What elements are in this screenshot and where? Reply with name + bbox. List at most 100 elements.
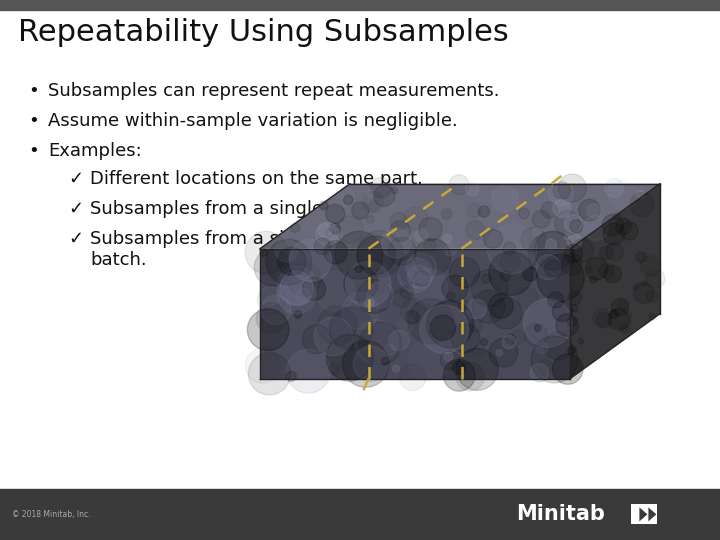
Circle shape <box>333 226 342 235</box>
Circle shape <box>365 298 374 308</box>
Circle shape <box>489 339 518 367</box>
Circle shape <box>456 348 498 390</box>
Circle shape <box>605 179 624 198</box>
Circle shape <box>567 348 575 355</box>
Circle shape <box>254 249 291 286</box>
Circle shape <box>290 223 300 233</box>
Circle shape <box>548 292 564 308</box>
Circle shape <box>405 310 419 324</box>
Circle shape <box>599 264 614 279</box>
Bar <box>631 504 657 524</box>
Circle shape <box>523 267 537 281</box>
Circle shape <box>636 282 642 288</box>
Circle shape <box>288 263 321 296</box>
Circle shape <box>556 314 578 336</box>
Circle shape <box>590 276 597 283</box>
Circle shape <box>500 271 510 281</box>
Circle shape <box>390 221 410 241</box>
Circle shape <box>275 239 297 262</box>
Circle shape <box>531 336 577 383</box>
Circle shape <box>334 187 354 207</box>
Circle shape <box>544 332 572 360</box>
Circle shape <box>528 232 575 278</box>
Circle shape <box>630 193 654 217</box>
Circle shape <box>553 182 570 199</box>
Circle shape <box>443 234 452 243</box>
Polygon shape <box>649 508 657 521</box>
Circle shape <box>593 309 611 327</box>
Circle shape <box>330 223 341 234</box>
Bar <box>0 0 720 10</box>
Circle shape <box>414 239 451 275</box>
Polygon shape <box>260 249 570 379</box>
Circle shape <box>532 211 550 228</box>
Circle shape <box>354 320 398 363</box>
Circle shape <box>413 272 447 306</box>
Text: © 2018 Minitab, Inc.: © 2018 Minitab, Inc. <box>12 510 91 519</box>
Circle shape <box>277 275 316 314</box>
Circle shape <box>616 218 631 234</box>
Circle shape <box>444 352 453 361</box>
Circle shape <box>611 299 629 315</box>
Circle shape <box>389 330 409 351</box>
Circle shape <box>431 315 456 340</box>
Circle shape <box>320 201 328 210</box>
Circle shape <box>646 291 659 302</box>
Circle shape <box>408 265 431 288</box>
Circle shape <box>613 213 621 220</box>
Text: Subsamples from a single batch, using entire batch.: Subsamples from a single batch, using en… <box>90 200 561 218</box>
Circle shape <box>277 266 317 306</box>
Circle shape <box>636 252 647 262</box>
Circle shape <box>427 301 474 348</box>
Circle shape <box>569 346 576 354</box>
Circle shape <box>392 187 397 193</box>
Circle shape <box>354 346 389 382</box>
Circle shape <box>318 224 332 237</box>
Circle shape <box>382 357 389 365</box>
Circle shape <box>266 239 312 285</box>
Circle shape <box>346 261 391 307</box>
Circle shape <box>328 363 341 375</box>
Circle shape <box>518 208 529 219</box>
Circle shape <box>596 313 612 328</box>
Circle shape <box>640 256 660 276</box>
Circle shape <box>646 269 665 288</box>
Text: •: • <box>28 112 39 130</box>
Circle shape <box>541 202 557 218</box>
Circle shape <box>567 234 582 248</box>
Circle shape <box>456 362 485 391</box>
Circle shape <box>489 294 513 319</box>
Circle shape <box>357 231 402 276</box>
Circle shape <box>585 258 608 280</box>
Circle shape <box>487 224 537 274</box>
Text: ✓: ✓ <box>68 200 83 218</box>
Circle shape <box>315 222 338 245</box>
Circle shape <box>466 183 479 196</box>
Circle shape <box>558 174 586 202</box>
Text: Examples:: Examples: <box>48 141 142 160</box>
Circle shape <box>618 299 629 310</box>
Circle shape <box>296 288 310 302</box>
Text: Subsamples from a single batch, not using entire
batch.: Subsamples from a single batch, not usin… <box>90 230 534 268</box>
Circle shape <box>315 272 355 311</box>
Circle shape <box>359 322 402 365</box>
Circle shape <box>419 218 442 241</box>
Circle shape <box>400 364 426 390</box>
Circle shape <box>248 309 289 350</box>
Circle shape <box>561 253 582 275</box>
Circle shape <box>484 230 503 248</box>
Circle shape <box>532 228 541 236</box>
Circle shape <box>637 191 644 198</box>
Circle shape <box>564 234 570 240</box>
Circle shape <box>567 291 582 305</box>
Circle shape <box>553 354 583 384</box>
Circle shape <box>444 359 475 391</box>
Circle shape <box>374 185 395 206</box>
Circle shape <box>371 178 391 198</box>
Circle shape <box>260 286 279 306</box>
Circle shape <box>343 341 389 387</box>
Circle shape <box>633 285 638 290</box>
Circle shape <box>357 236 395 274</box>
Circle shape <box>503 242 516 255</box>
Circle shape <box>523 299 572 347</box>
